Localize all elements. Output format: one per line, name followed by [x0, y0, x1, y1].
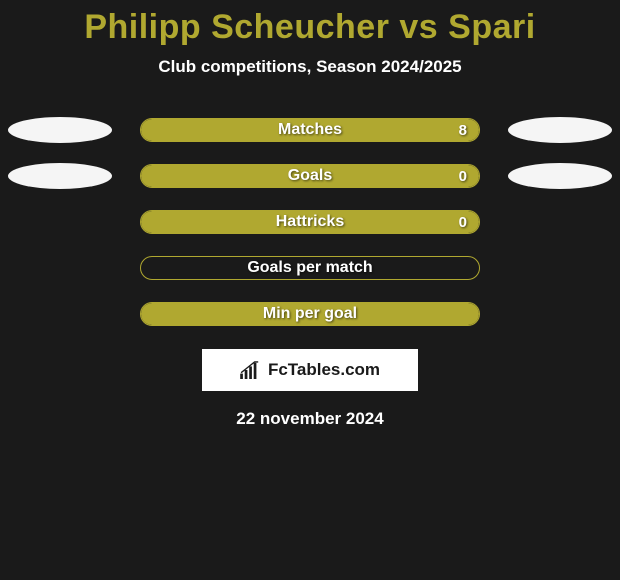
stat-section: Matches8Goals0Hattricks0Goals per matchM… [0, 107, 620, 337]
stat-row: Matches8 [0, 107, 620, 153]
stat-value: 0 [459, 214, 467, 231]
stat-label: Matches [141, 121, 479, 139]
stat-row: Hattricks0 [0, 199, 620, 245]
stat-bar: Matches8 [140, 118, 480, 142]
page-title: Philipp Scheucher vs Spari [0, 8, 620, 47]
right-player-ellipse [508, 117, 612, 143]
stat-bar: Min per goal [140, 302, 480, 326]
stat-label: Hattricks [141, 213, 479, 231]
left-player-ellipse [8, 117, 112, 143]
stat-row: Goals per match [0, 245, 620, 291]
left-player-ellipse [8, 163, 112, 189]
stat-label: Goals per match [141, 259, 479, 277]
stat-bar: Goals0 [140, 164, 480, 188]
right-player-ellipse [508, 163, 612, 189]
stat-value: 0 [459, 168, 467, 185]
watermark: FcTables.com [202, 349, 418, 391]
chart-bars-icon [240, 361, 262, 379]
stat-label: Min per goal [141, 305, 479, 323]
stat-label: Goals [141, 167, 479, 185]
stat-value: 8 [459, 122, 467, 139]
subtitle: Club competitions, Season 2024/2025 [0, 57, 620, 77]
comparison-card: Philipp Scheucher vs Spari Club competit… [0, 0, 620, 429]
stat-row: Goals0 [0, 153, 620, 199]
watermark-text: FcTables.com [268, 360, 380, 380]
stat-row: Min per goal [0, 291, 620, 337]
stat-bar: Goals per match [140, 256, 480, 280]
date-line: 22 november 2024 [0, 409, 620, 429]
stat-bar: Hattricks0 [140, 210, 480, 234]
